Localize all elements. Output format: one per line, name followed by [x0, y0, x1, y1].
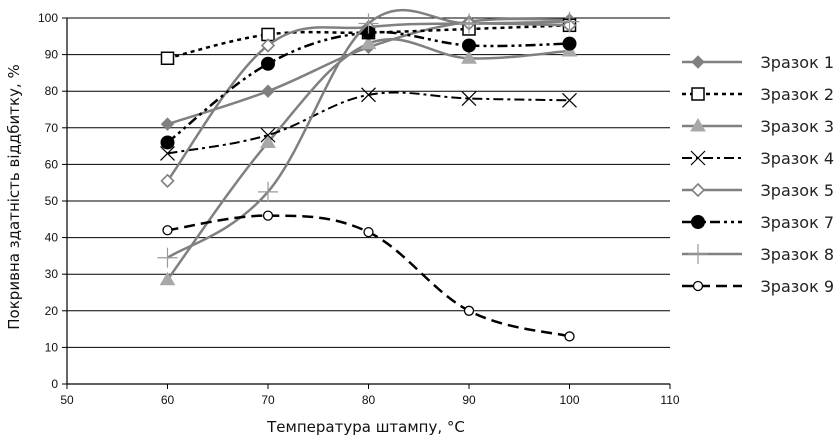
series-5-point — [260, 38, 276, 53]
legend-label: Зразок 1 — [761, 53, 834, 72]
legend-label: Зразок 9 — [761, 277, 834, 296]
y-tick-label: 80 — [45, 84, 59, 98]
legend-marker — [690, 118, 706, 132]
series-1-point — [160, 117, 175, 131]
y-tick-label: 10 — [45, 340, 59, 354]
series-8-point — [162, 225, 173, 236]
y-tick-label: 70 — [45, 121, 59, 135]
y-tick-label: 100 — [38, 11, 58, 25]
series-7-point — [157, 247, 178, 268]
series-7-line — [166, 8, 570, 259]
legend-marker — [688, 244, 708, 264]
legend-item: Зразок 7 — [682, 213, 834, 232]
legend-item: Зразок 5 — [682, 181, 834, 200]
series-4-line — [167, 91, 570, 155]
y-tick-label: 20 — [45, 304, 59, 318]
y-tick-label: 0 — [51, 377, 58, 391]
series-5-point — [160, 173, 175, 189]
legend-label: Зразок 3 — [761, 117, 834, 136]
series-3-point — [360, 35, 377, 50]
series-6-point — [160, 135, 175, 150]
data-series — [157, 8, 580, 342]
legend-label: Зразок 7 — [761, 213, 834, 232]
legend-item: Зразок 2 — [682, 85, 834, 104]
legend-marker — [690, 150, 706, 166]
series-8-point — [262, 210, 274, 221]
series-8-point — [463, 305, 475, 316]
series-8-point — [363, 226, 374, 238]
series-4-point — [260, 127, 276, 143]
series-8 — [162, 210, 575, 342]
legend-label: Зразок 4 — [761, 149, 834, 168]
legend-marker — [691, 87, 705, 101]
series-4-point — [160, 145, 175, 161]
series-4 — [160, 87, 577, 161]
series-3 — [159, 35, 578, 286]
y-tick-label: 40 — [45, 231, 59, 245]
legend: Зразок 1 Зразок 2 Зразок 3 Зразок 4 Зразок 5… — [682, 53, 834, 296]
legend-label: Зразок 8 — [761, 245, 834, 264]
series-3-point — [260, 134, 276, 148]
legend-marker — [692, 280, 704, 292]
series-3-point — [159, 271, 176, 286]
series-3-line — [166, 38, 570, 281]
series-7-point — [559, 11, 580, 32]
series-7-point — [258, 181, 278, 202]
legend-item: Зразок 1 — [682, 53, 834, 72]
grid-lines — [67, 17, 670, 348]
x-tick-label: 80 — [362, 393, 376, 407]
series-3-point — [461, 50, 477, 64]
series-2-point — [160, 51, 175, 66]
legend-label: Зразок 2 — [761, 85, 834, 104]
series-6-point — [462, 38, 476, 53]
legend-item: Зразок 9 — [682, 277, 834, 296]
x-tick-label: 50 — [60, 393, 74, 407]
legend-marker — [691, 215, 705, 229]
legend-item: Зразок 4 — [682, 149, 834, 168]
series-1-point — [261, 84, 275, 98]
x-axis-label: Температура штампу, °С — [266, 418, 465, 436]
series-7-point — [459, 13, 479, 34]
legend-item: Зразок 3 — [682, 117, 834, 136]
x-tick-label: 90 — [462, 393, 476, 407]
x-tick-label: 100 — [559, 393, 579, 407]
series-4-point — [461, 91, 477, 106]
series-4-point — [361, 87, 376, 103]
series-6-point — [562, 36, 577, 51]
tick-labels: 0 10 20 30 40 50 60 70 80 90 100 50 60 70 80 90 100 110 — [38, 11, 680, 407]
x-tick-label: 60 — [161, 393, 175, 407]
x-tick-label: 110 — [660, 393, 679, 407]
axes — [62, 17, 671, 389]
legend-item: Зразок 8 — [682, 244, 834, 264]
y-tick-label: 60 — [45, 157, 59, 171]
series-8-point — [564, 331, 575, 342]
legend-marker — [690, 182, 706, 198]
y-axis-label: Покривна здатність віддбитку, % — [5, 64, 23, 329]
x-tick-label: 70 — [261, 393, 275, 407]
y-tick-label: 90 — [45, 48, 59, 62]
legend-label: Зразок 5 — [761, 181, 834, 200]
legend-marker — [691, 55, 705, 69]
series-4-point — [562, 92, 577, 108]
series-6-point — [261, 56, 275, 71]
y-tick-label: 30 — [45, 267, 59, 281]
y-tick-label: 50 — [45, 194, 59, 208]
series-7-point — [358, 13, 379, 34]
series-7 — [157, 8, 580, 268]
